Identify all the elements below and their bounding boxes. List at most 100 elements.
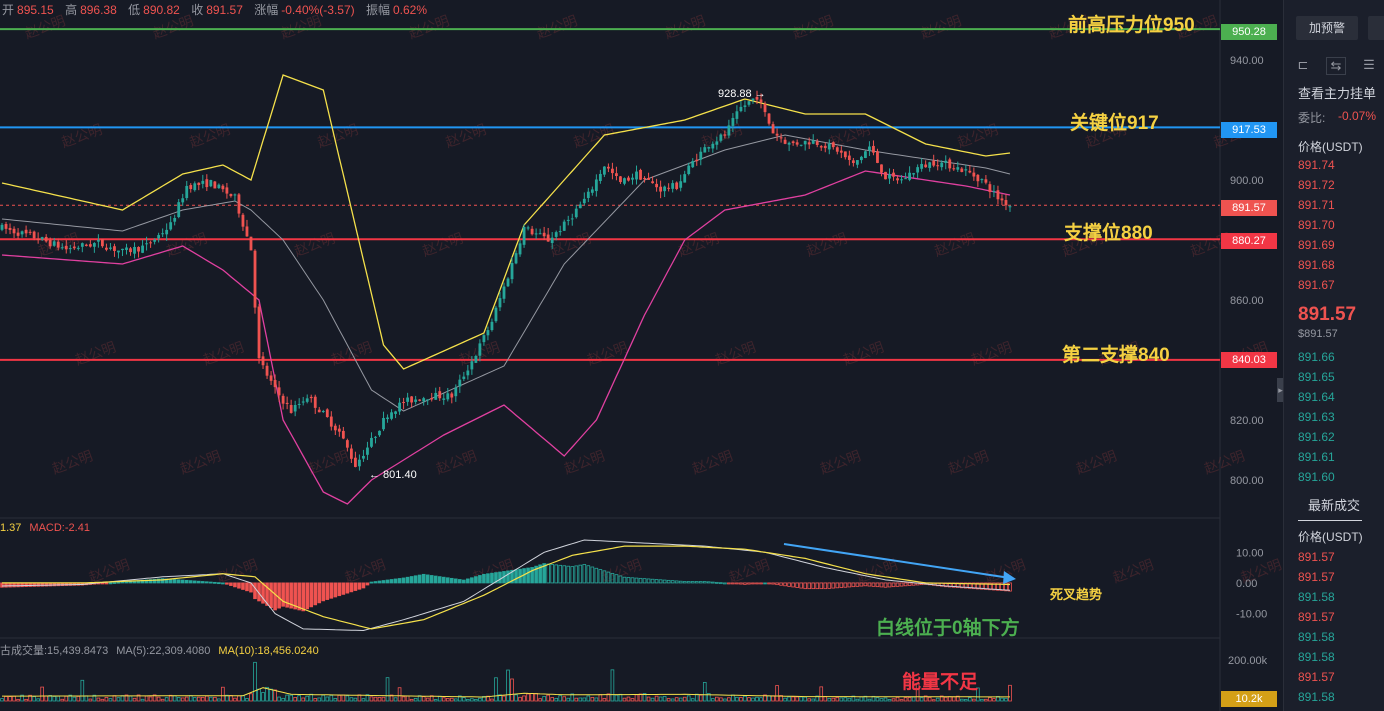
trend-arrow-head [1003, 571, 1016, 584]
orderbook-bids-icon[interactable]: ☰ [1363, 57, 1375, 72]
volume-bar [313, 698, 318, 702]
volume-bar [317, 697, 322, 702]
candle-body [301, 401, 305, 403]
candle-body [876, 151, 879, 163]
volume-bar [20, 694, 24, 702]
macd-histogram-bar [317, 582, 322, 604]
ratio-value: -0.07% [1338, 109, 1377, 123]
orderbook-asks-icon[interactable]: ⇆ [1326, 57, 1346, 75]
volume-bar [32, 696, 36, 702]
candle-body [948, 159, 952, 169]
volume-bar [598, 694, 603, 702]
macd-histogram-bar [498, 571, 502, 584]
macd-histogram-bar [514, 569, 518, 584]
candle-body [201, 180, 205, 184]
watermark-text: 赵公明 [316, 122, 361, 151]
volume-bar [602, 698, 607, 702]
orderbook-title[interactable]: 查看主力挂单 [1298, 86, 1377, 101]
macd-histogram-bar [1004, 582, 1008, 592]
chart-canvas[interactable]: 赵公明 赵公明 赵公明 赵公明 赵公明 赵公明 赵公明 赵公明 赵公明 赵公明赵公明 赵公明 赵公明赵… [0, 0, 1283, 711]
macd-histogram-bar [622, 576, 627, 584]
candle-body [855, 160, 859, 165]
volume-bar [273, 689, 277, 702]
candle-body [185, 185, 189, 199]
tag-key-level: 917.53 [1221, 122, 1277, 138]
panel-extra-button[interactable] [1368, 16, 1384, 40]
volume-bar [670, 698, 675, 702]
volume-bar [12, 695, 16, 702]
volume-bar [1004, 697, 1008, 702]
candle-body [534, 233, 538, 235]
watermark-text: 赵公明 [444, 122, 489, 151]
candle-body [707, 147, 711, 149]
volume-bar [831, 697, 836, 702]
add-alert-button[interactable]: 加预警 [1296, 16, 1358, 40]
volume-bar [353, 697, 358, 702]
volume-bar [257, 688, 261, 702]
candle-body [884, 171, 887, 180]
candle-body [695, 159, 699, 162]
orderbook-both-icon[interactable]: ⊏ [1297, 57, 1309, 72]
volume-bar [237, 695, 241, 702]
volume-bar [241, 695, 245, 702]
volume-bar [277, 696, 281, 702]
candle-body [193, 183, 197, 191]
candle-body [442, 398, 446, 400]
volume-bar [16, 699, 20, 702]
candle-body [277, 387, 281, 396]
volume-bar [305, 695, 310, 702]
candle-body [454, 387, 458, 397]
candle-body [751, 98, 755, 101]
volume-bar [927, 697, 932, 702]
volume-bar [887, 699, 892, 702]
macd-histogram-bar [594, 567, 599, 584]
macd-histogram-bar [116, 581, 121, 584]
volume-bar [478, 697, 482, 702]
candle-body [20, 231, 24, 235]
trades-title[interactable]: 最新成交 [1308, 498, 1361, 513]
volume-bar [188, 695, 193, 702]
macd-histogram-bar [373, 581, 378, 584]
candle-body [245, 226, 249, 237]
annotation-resistance: 前高压力位950 [1068, 15, 1195, 36]
volume-bar [88, 698, 93, 702]
candle-body [952, 168, 956, 170]
volume-bar [56, 695, 61, 702]
candle-body [912, 173, 916, 175]
candle-body [321, 411, 325, 413]
volume-bar [389, 694, 394, 702]
candle-body [149, 242, 153, 244]
macd-histogram-bar [566, 565, 571, 584]
macd-histogram-bar [381, 580, 386, 584]
candle-body [72, 246, 76, 249]
candle-body [831, 142, 835, 148]
candle-body [651, 181, 654, 184]
macd-histogram-bar [835, 582, 840, 589]
candle-body [980, 179, 984, 181]
candle-body [285, 402, 289, 404]
volume-bar [200, 696, 205, 702]
candle-body [639, 169, 642, 180]
volume-bar [735, 696, 739, 702]
watermark-text: 赵公明 [434, 448, 479, 477]
volume-bar [622, 697, 627, 702]
macd-histogram-bar [968, 582, 972, 589]
candle-body [815, 141, 819, 146]
candle-body [566, 219, 570, 221]
volume-bar [947, 696, 952, 702]
volume-tick-label: 200.00k [1228, 655, 1268, 667]
macd-histogram-bar [200, 581, 205, 584]
candle-body [799, 144, 803, 146]
candle-body [269, 375, 273, 381]
candle-body [237, 194, 241, 214]
macd-histogram-bar [108, 582, 113, 585]
volume-bar [245, 698, 249, 702]
collapse-handle[interactable]: ▸ [1277, 378, 1284, 402]
volume-bar [747, 697, 751, 702]
macd-histogram-bar [192, 580, 197, 584]
candle-body [229, 193, 233, 197]
candle-body [422, 398, 426, 402]
volume-bar [546, 694, 550, 702]
volume-bar [658, 696, 663, 702]
candle-body [494, 307, 498, 322]
